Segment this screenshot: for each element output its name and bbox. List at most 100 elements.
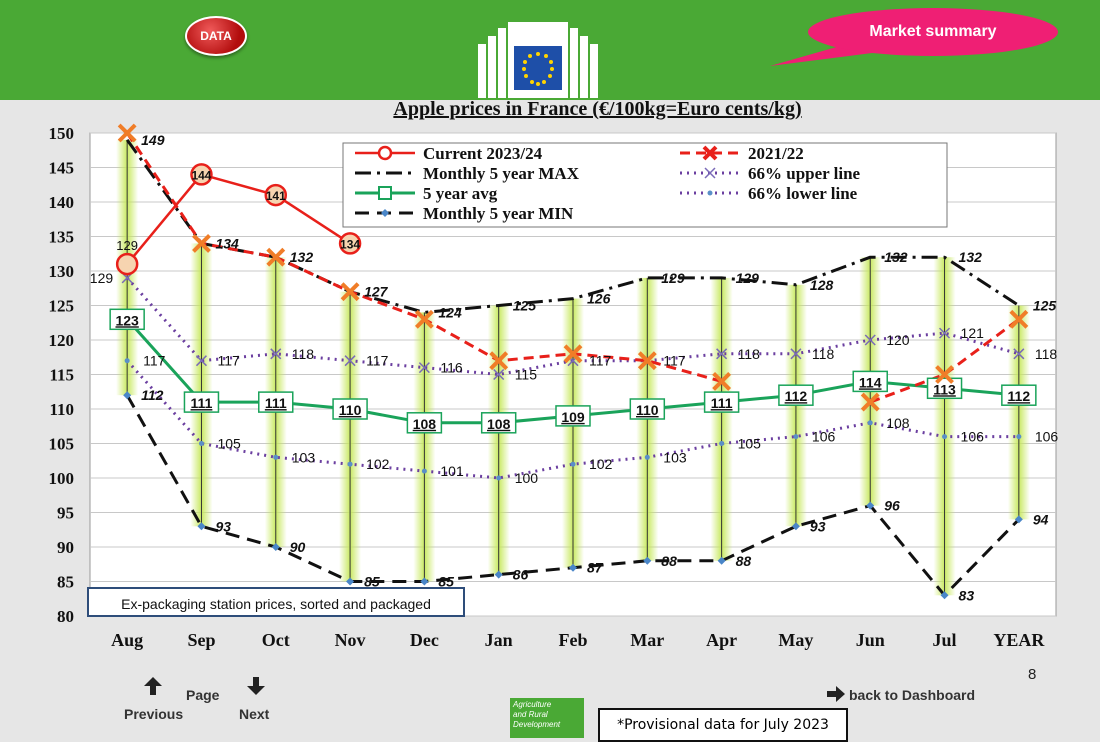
- data-label: 103: [663, 449, 687, 465]
- data-label: 105: [738, 436, 762, 452]
- data-label: 129: [661, 270, 685, 286]
- data-label: 117: [589, 353, 612, 369]
- data-label: 108: [886, 415, 910, 431]
- data-label: 123: [115, 312, 139, 328]
- y-tick-label: 120: [49, 331, 75, 350]
- data-point: [569, 563, 577, 572]
- x-tick-label: Nov: [335, 630, 366, 650]
- data-label: 96: [884, 498, 900, 514]
- legend-label: Current 2023/24: [423, 144, 543, 163]
- data-point: [414, 309, 434, 329]
- bubble-tail: [770, 46, 880, 66]
- data-label: 125: [513, 298, 537, 314]
- agri-badge-line: and Rural: [513, 710, 548, 719]
- legend-label: 66% upper line: [748, 164, 861, 183]
- market-summary-button[interactable]: Market summary: [808, 8, 1058, 56]
- series-line: [125, 139, 1020, 314]
- y-tick-label: 80: [57, 607, 74, 626]
- x-tick-label: May: [778, 630, 813, 650]
- data-label: 85: [364, 574, 380, 590]
- data-label: 134: [340, 237, 360, 251]
- data-point: [866, 501, 875, 510]
- x-tick-label: Jun: [856, 630, 885, 650]
- data-point: [1016, 434, 1022, 440]
- data-label: 103: [292, 449, 316, 465]
- data-label: 120: [886, 332, 910, 348]
- y-tick-label: 135: [49, 228, 75, 247]
- data-point: [124, 358, 130, 364]
- data-point: [264, 183, 288, 207]
- ec-logo: [478, 22, 598, 98]
- y-tick-label: 130: [49, 262, 75, 281]
- data-label: 129: [116, 238, 138, 253]
- y-tick-label: 90: [57, 538, 74, 557]
- provisional-note: *Provisional data for July 2023: [598, 708, 848, 742]
- data-label: 111: [265, 395, 287, 411]
- data-label: 110: [636, 402, 659, 418]
- data-label: 113: [933, 381, 956, 397]
- x-tick-label: Jan: [485, 630, 513, 650]
- data-point: [1014, 515, 1023, 524]
- legend-label: 66% lower line: [748, 184, 858, 203]
- data-point: [644, 454, 650, 460]
- data-point: [195, 355, 207, 367]
- data-label: 117: [366, 353, 389, 369]
- data-label: 86: [513, 567, 529, 583]
- data-point: [270, 348, 282, 360]
- data-label: 126: [587, 291, 611, 307]
- x-tick-label: Feb: [559, 630, 588, 650]
- x-tick-label: YEAR: [993, 630, 1045, 650]
- arrow-down-icon[interactable]: [246, 676, 266, 696]
- x-tick-label: Apr: [706, 630, 737, 650]
- data-point: [637, 351, 657, 371]
- y-tick-label: 140: [49, 193, 75, 212]
- data-point: [864, 334, 876, 346]
- legend-marker: [707, 190, 713, 196]
- footnote-text: Ex-packaging station prices, sorted and …: [121, 596, 431, 612]
- arrow-right-icon[interactable]: [826, 686, 846, 702]
- data-point: [183, 391, 220, 413]
- data-point: [115, 252, 139, 276]
- data-label: 112: [141, 387, 164, 403]
- data-point: [629, 398, 666, 420]
- data-point: [271, 543, 280, 551]
- data-point: [198, 441, 204, 446]
- data-label: 93: [810, 518, 826, 534]
- arrow-up-icon[interactable]: [143, 676, 163, 696]
- previous-link[interactable]: Previous: [124, 706, 184, 722]
- legend-label: Monthly 5 year MAX: [423, 164, 580, 183]
- data-label: 118: [292, 346, 315, 362]
- data-label: 111: [711, 395, 733, 411]
- data-label: 112: [785, 388, 808, 404]
- data-label: 88: [736, 553, 752, 569]
- data-label: 118: [812, 346, 835, 362]
- data-point: [1009, 309, 1029, 329]
- data-point: [493, 368, 505, 381]
- chart-title: Apple prices in France (€/100kg=Euro cen…: [393, 98, 802, 120]
- x-tick-label: Dec: [410, 630, 439, 650]
- x-tick-label: Aug: [111, 630, 143, 650]
- data-point: [332, 398, 368, 420]
- y-tick-label: 150: [49, 124, 75, 143]
- data-button[interactable]: DATA: [185, 16, 247, 56]
- back-to-dashboard-link[interactable]: back to Dashboard: [849, 687, 976, 703]
- data-label: 132: [884, 249, 908, 265]
- data-point: [123, 391, 132, 400]
- data-label: 88: [661, 553, 677, 569]
- y-tick-label: 125: [49, 297, 75, 316]
- data-point: [778, 384, 814, 406]
- legend-label: 2021/22: [748, 144, 804, 163]
- data-label: 87: [587, 560, 604, 576]
- data-label: 101: [440, 463, 464, 479]
- data-label: 117: [663, 353, 686, 369]
- data-point: [935, 365, 954, 384]
- data-label: 141: [266, 189, 286, 203]
- data-label: 93: [215, 518, 231, 534]
- data-point: [719, 441, 725, 446]
- data-point: [703, 391, 740, 413]
- data-point: [420, 577, 429, 586]
- next-link[interactable]: Next: [239, 706, 270, 722]
- footnote-box: [87, 587, 465, 617]
- data-point: [555, 405, 591, 427]
